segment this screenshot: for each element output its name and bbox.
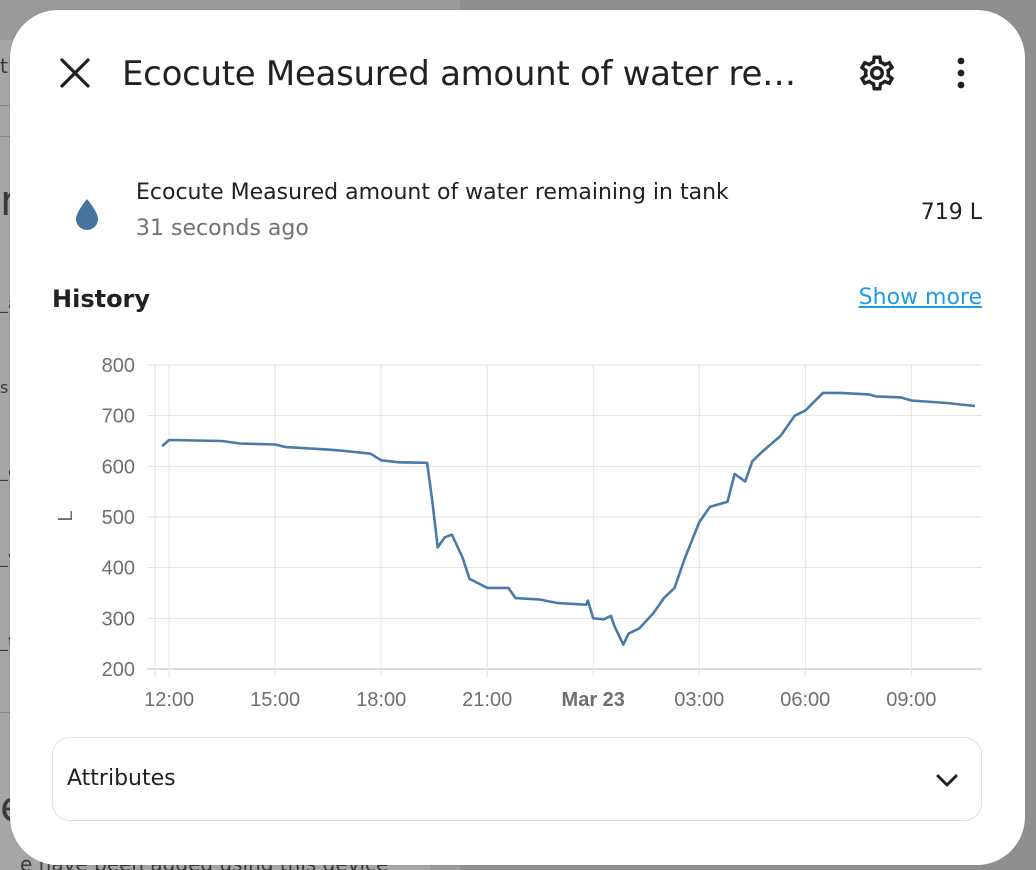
close-icon: [60, 58, 90, 88]
x-tick-label: Mar 23: [562, 689, 625, 711]
x-tick-label: 06:00: [780, 689, 830, 711]
y-tick-label: 500: [102, 507, 135, 529]
y-tick-label: 400: [102, 558, 135, 580]
entity-last-changed: 31 seconds ago: [136, 216, 309, 241]
entity-state: 719 L: [920, 200, 982, 225]
x-tick-label: 03:00: [674, 689, 724, 711]
x-tick-label: 12:00: [144, 689, 194, 711]
y-axis-label: L: [55, 510, 77, 521]
chevron-down-icon: [936, 774, 958, 787]
attributes-label: Attributes: [67, 766, 176, 791]
background-text: s: [0, 378, 9, 397]
attributes-expander[interactable]: Attributes: [52, 737, 982, 821]
entity-name: Ecocute Measured amount of water remaini…: [136, 180, 729, 205]
more-info-dialog: Ecocute Measured amount of water re… Eco…: [10, 10, 1025, 865]
more-options-button[interactable]: [940, 52, 982, 94]
series-line: [161, 391, 976, 646]
y-tick-label: 300: [102, 608, 135, 630]
background-text: t: [0, 54, 8, 78]
y-tick-label: 800: [102, 355, 135, 377]
gear-icon: [859, 55, 895, 91]
water-drop-icon: [76, 199, 98, 230]
close-button[interactable]: [56, 54, 94, 92]
y-tick-label: 700: [102, 406, 135, 428]
x-tick-label: 21:00: [462, 689, 512, 711]
more-vertical-icon: [957, 57, 965, 89]
x-tick-label: 15:00: [250, 689, 300, 711]
y-tick-label: 600: [102, 456, 135, 478]
history-title: History: [52, 285, 151, 313]
settings-button[interactable]: [856, 52, 898, 94]
x-tick-label: 18:00: [356, 689, 406, 711]
show-more-link[interactable]: Show more: [858, 285, 982, 310]
history-chart: 200 300 400 500 600 700 800 12:00 15:00 18:00 21:…: [55, 355, 982, 711]
x-tick-label: 09:00: [886, 689, 936, 711]
y-tick-label: 200: [102, 659, 135, 681]
dialog-title: Ecocute Measured amount of water re…: [122, 54, 796, 94]
